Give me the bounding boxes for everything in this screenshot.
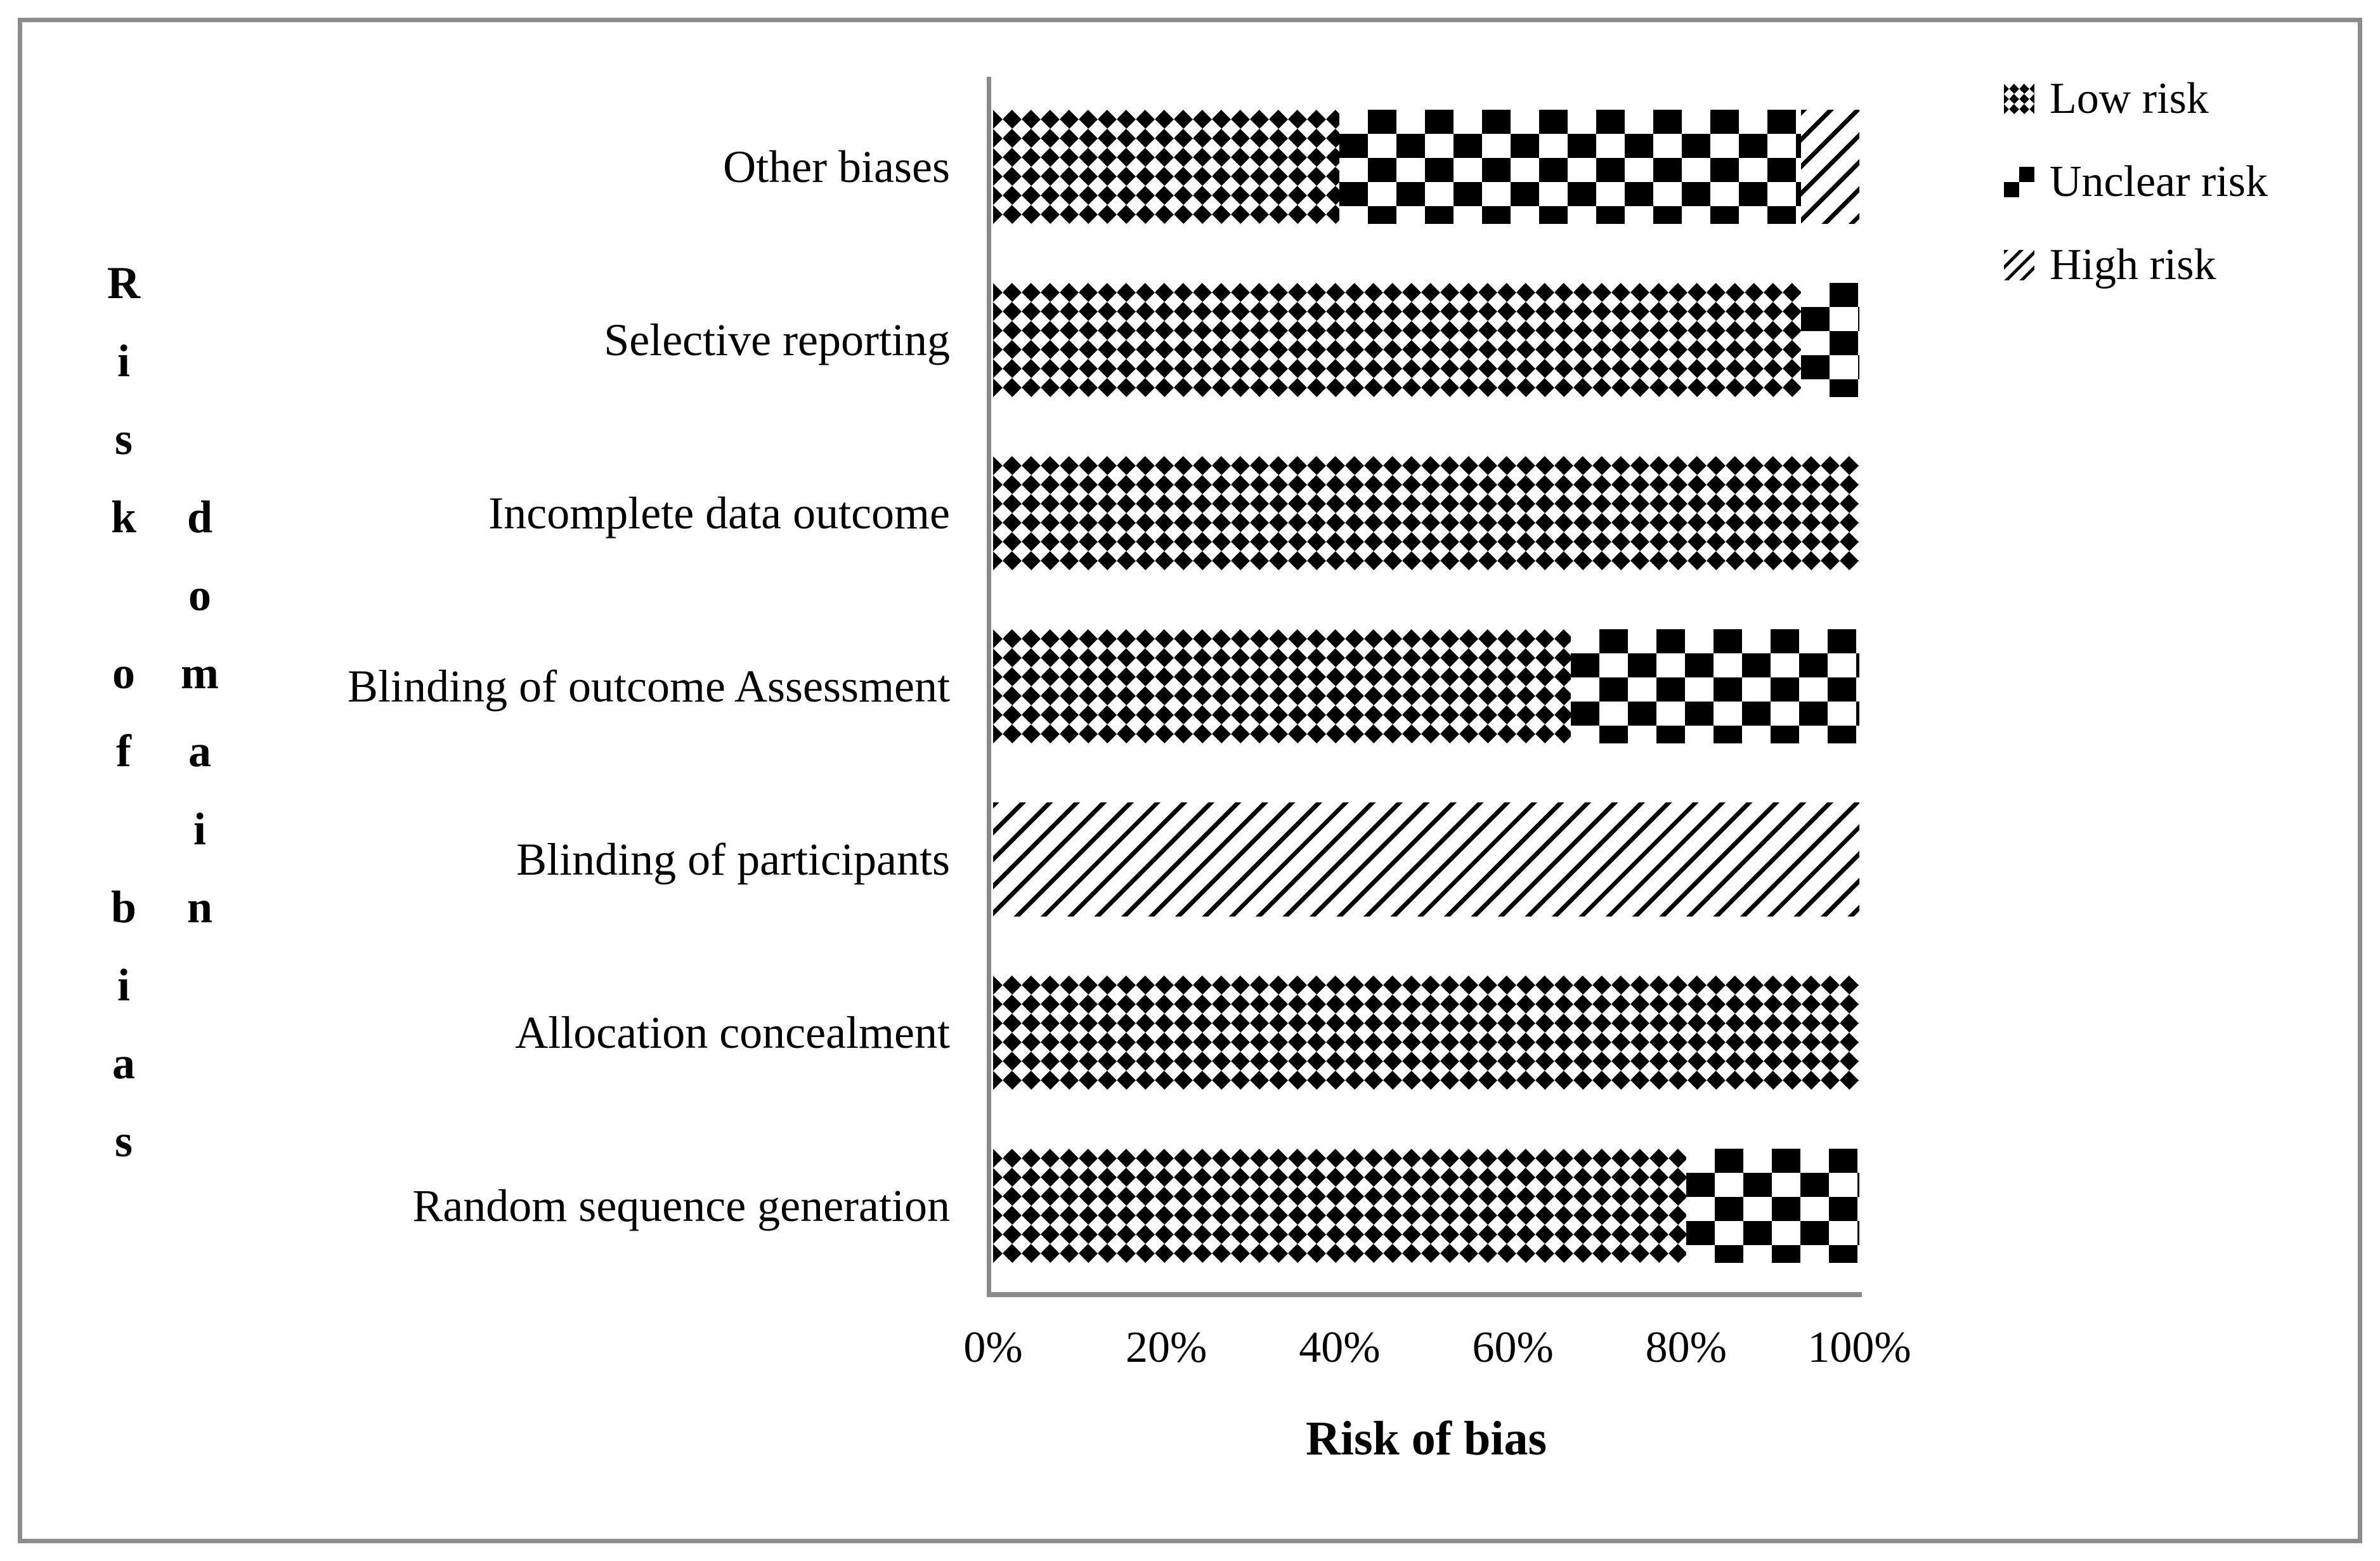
figure-border (18, 18, 2362, 1543)
category-label-allocation-concealment: Allocation concealment (515, 1007, 950, 1058)
category-label-other-biases: Other biases (723, 141, 950, 192)
legend-item-low-risk: Low risk (2004, 57, 2268, 140)
x-tick-100: 100% (1807, 1323, 1911, 1372)
category-label-incomplete-data-outcome: Incomplete data outcome (488, 488, 950, 539)
category-label-blinding-of-participants: Blinding of participants (516, 834, 950, 885)
legend-swatch-low-risk-icon (2004, 83, 2034, 114)
bar-segment-unclear-risk (1801, 283, 1859, 397)
category-label-blinding-of-outcome-assessment: Blinding of outcome Assessment (348, 661, 950, 712)
bar-segment-unclear-risk (1571, 629, 1859, 743)
legend-swatch-high-risk-icon (2004, 249, 2034, 280)
bar-segment-low-risk (993, 976, 1859, 1090)
bar-segment-low-risk (993, 283, 1802, 397)
y-axis-letter: k (110, 492, 137, 542)
y-axis-letter: s (114, 1116, 133, 1166)
legend-label-high-risk: High risk (2050, 240, 2216, 289)
category-label-selective-reporting: Selective reporting (604, 315, 950, 365)
y-axis-line (987, 77, 991, 1293)
bar-row-allocation-concealment (993, 976, 1859, 1090)
bar-segment-low-risk (993, 456, 1859, 570)
y-axis-letter: o (112, 648, 135, 698)
y-axis-letter: o (188, 570, 211, 620)
legend-label-low-risk: Low risk (2050, 74, 2209, 123)
legend: Low risk Unclear risk High risk (2004, 57, 2268, 306)
x-tick-60: 60% (1472, 1323, 1554, 1372)
x-tick-40: 40% (1299, 1323, 1381, 1372)
bar-row-blinding-of-participants (993, 802, 1859, 917)
bar-row-selective-reporting (993, 283, 1859, 397)
y-axis-letter: s (114, 414, 133, 464)
bar-row-other-biases (993, 110, 1859, 224)
bar-segment-low-risk (993, 629, 1571, 743)
bar-segment-unclear-risk (1686, 1149, 1859, 1263)
y-axis-letter: a (188, 726, 211, 776)
legend-swatch-unclear-risk-icon (2004, 166, 2034, 197)
y-axis-letter: b (110, 882, 137, 932)
x-tick-0: 0% (963, 1323, 1023, 1372)
y-axis-letter: f (116, 726, 131, 776)
x-axis-title: Risk of bias (1305, 1412, 1547, 1465)
x-tick-20: 20% (1126, 1323, 1207, 1372)
category-label-random-sequence-generation: Random sequence generation (412, 1180, 950, 1231)
y-axis-letter: d (186, 492, 213, 542)
y-axis-letter: m (181, 648, 219, 698)
y-axis-letter: i (193, 804, 206, 854)
bar-segment-high-risk (1801, 110, 1859, 224)
bar-row-incomplete-data-outcome (993, 456, 1859, 570)
x-axis-line (987, 1292, 1862, 1297)
x-tick-80: 80% (1645, 1323, 1727, 1372)
y-axis-letter: n (186, 882, 213, 932)
legend-item-unclear-risk: Unclear risk (2004, 140, 2268, 223)
bar-segment-unclear-risk (1339, 110, 1802, 224)
legend-label-unclear-risk: Unclear risk (2050, 157, 2268, 206)
bar-segment-low-risk (993, 110, 1340, 224)
bar-row-blinding-of-outcome-assessment (993, 629, 1859, 743)
bar-segment-high-risk (993, 802, 1859, 917)
y-axis-letter: i (117, 336, 130, 386)
y-axis-letter: i (117, 960, 130, 1010)
legend-item-high-risk: High risk (2004, 223, 2268, 306)
bar-segment-low-risk (993, 1149, 1686, 1263)
y-axis-letter: a (112, 1038, 135, 1088)
bar-row-random-sequence-generation (993, 1149, 1859, 1263)
y-axis-letter: R (107, 258, 140, 308)
